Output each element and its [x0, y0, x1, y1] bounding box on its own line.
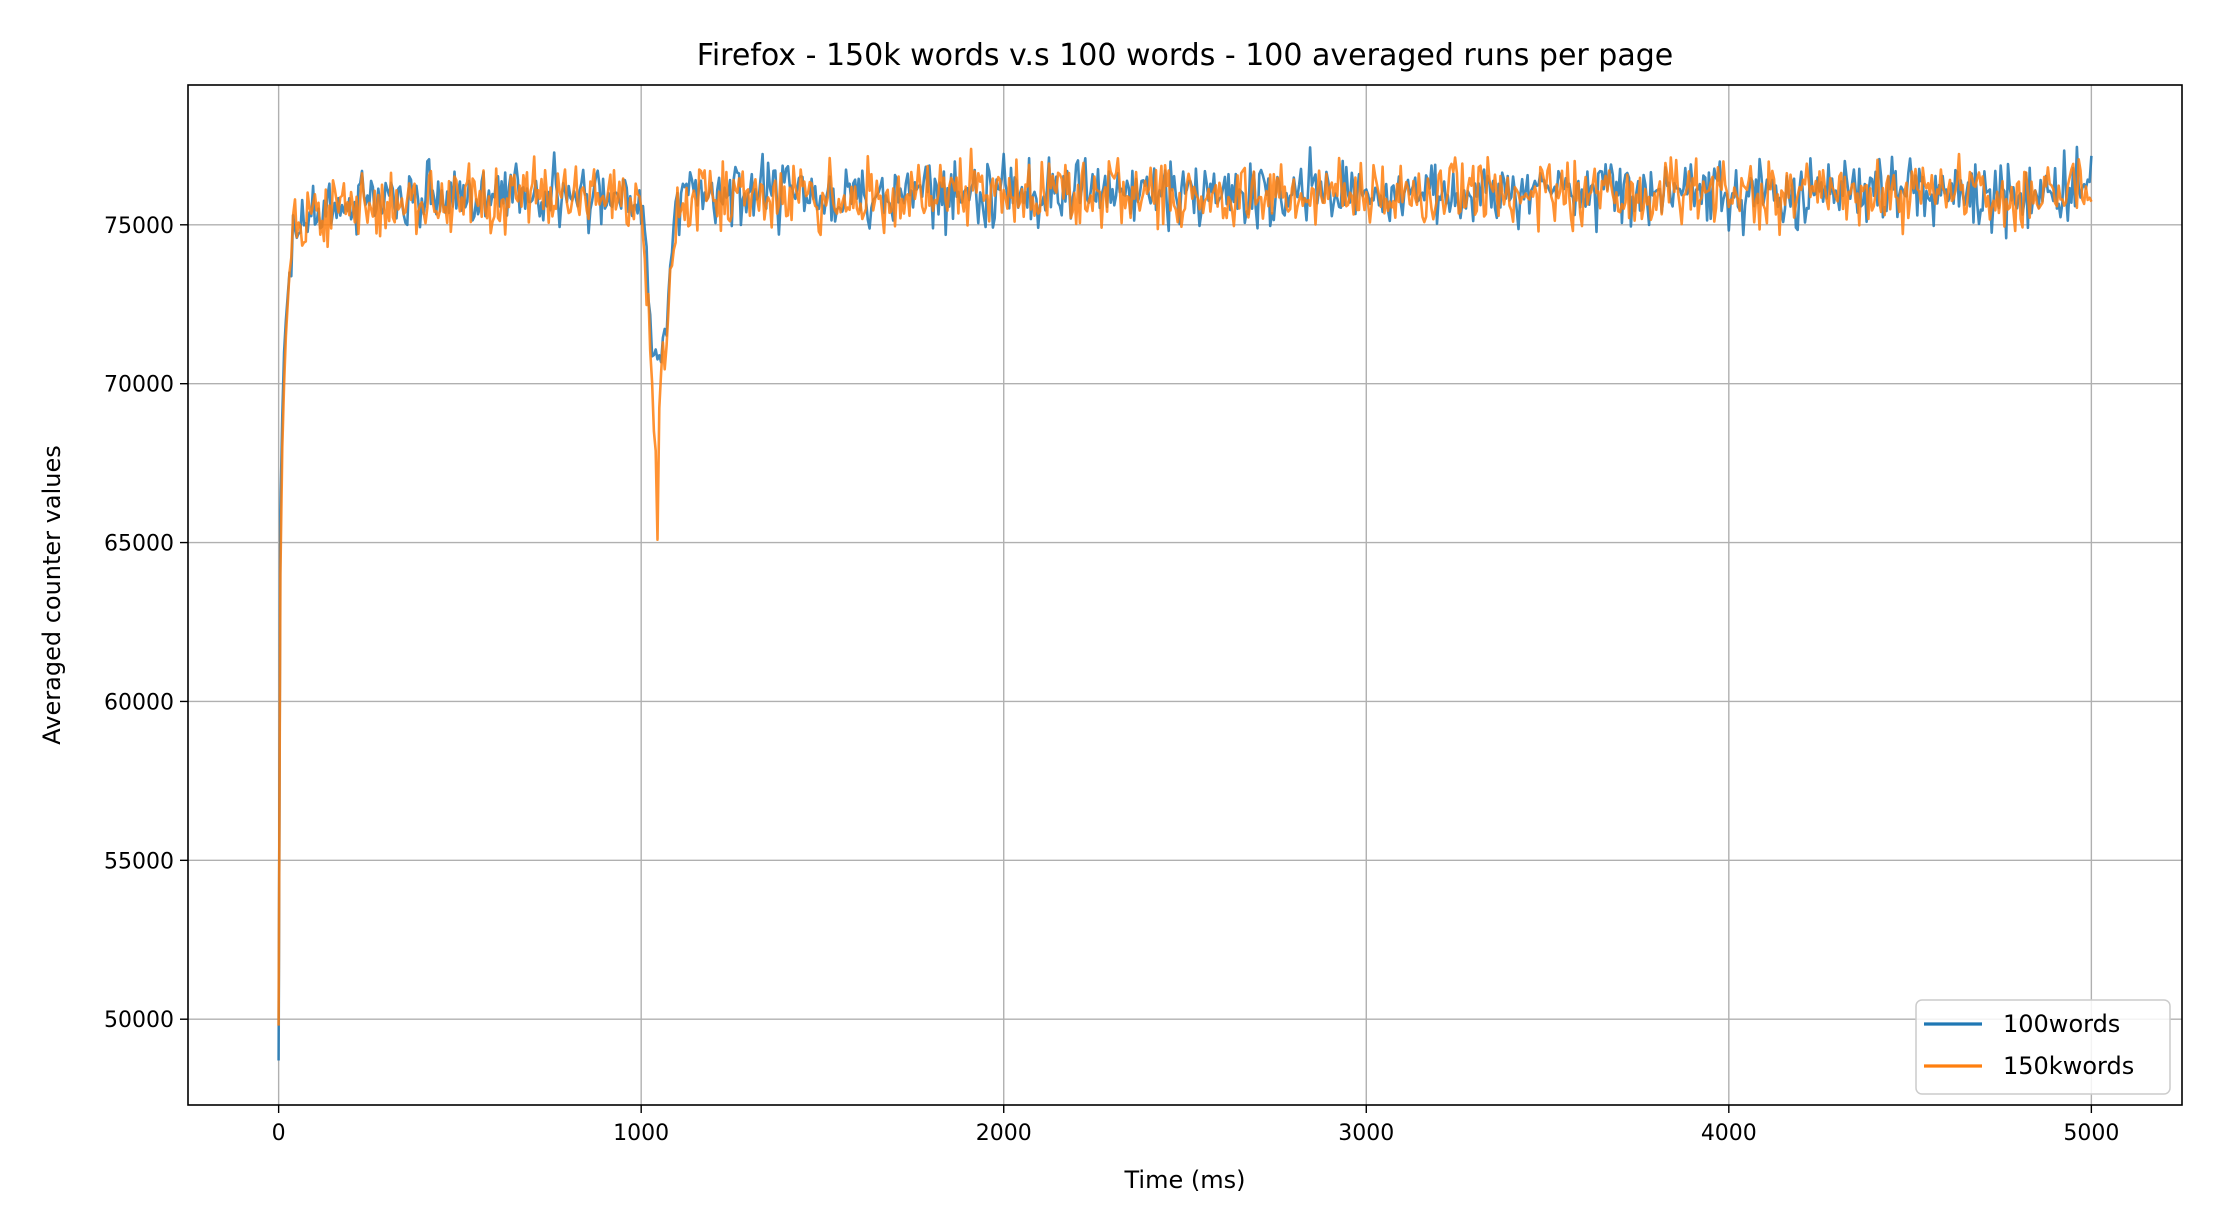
x-tick-label: 4000 — [1701, 1121, 1757, 1146]
axis-ticks: 0 1000 2000 3000 4000 5000 50000 55000 60000 6500… — [104, 214, 2119, 1146]
x-tick-label: 5000 — [2063, 1121, 2119, 1146]
series-line-150kwords — [277, 147, 2093, 1026]
y-tick-label: 70000 — [104, 373, 174, 398]
grid-lines — [188, 85, 2182, 1105]
y-tick-label: 55000 — [104, 849, 174, 874]
y-tick-label: 65000 — [104, 532, 174, 557]
y-tick-label: 75000 — [104, 214, 174, 239]
x-tick-label: 1000 — [613, 1121, 669, 1146]
series-lines — [277, 145, 2093, 1061]
plot-frame — [187, 84, 2183, 1106]
x-tick-label: 2000 — [976, 1121, 1032, 1146]
y-axis-title: Averaged counter values — [38, 445, 66, 744]
x-tick-label: 3000 — [1338, 1121, 1394, 1146]
x-tick-label: 0 — [272, 1121, 286, 1146]
legend-label-100words: 100words — [2003, 1010, 2120, 1038]
x-axis-title: Time (ms) — [1124, 1166, 1246, 1194]
y-tick-label: 60000 — [104, 690, 174, 715]
legend: 100words 150kwords — [1915, 999, 2171, 1095]
y-tick-label: 50000 — [104, 1008, 174, 1033]
legend-label-150kwords: 150kwords — [2003, 1052, 2134, 1080]
chart-title: Firefox - 150k words v.s 100 words - 100… — [697, 38, 1673, 73]
